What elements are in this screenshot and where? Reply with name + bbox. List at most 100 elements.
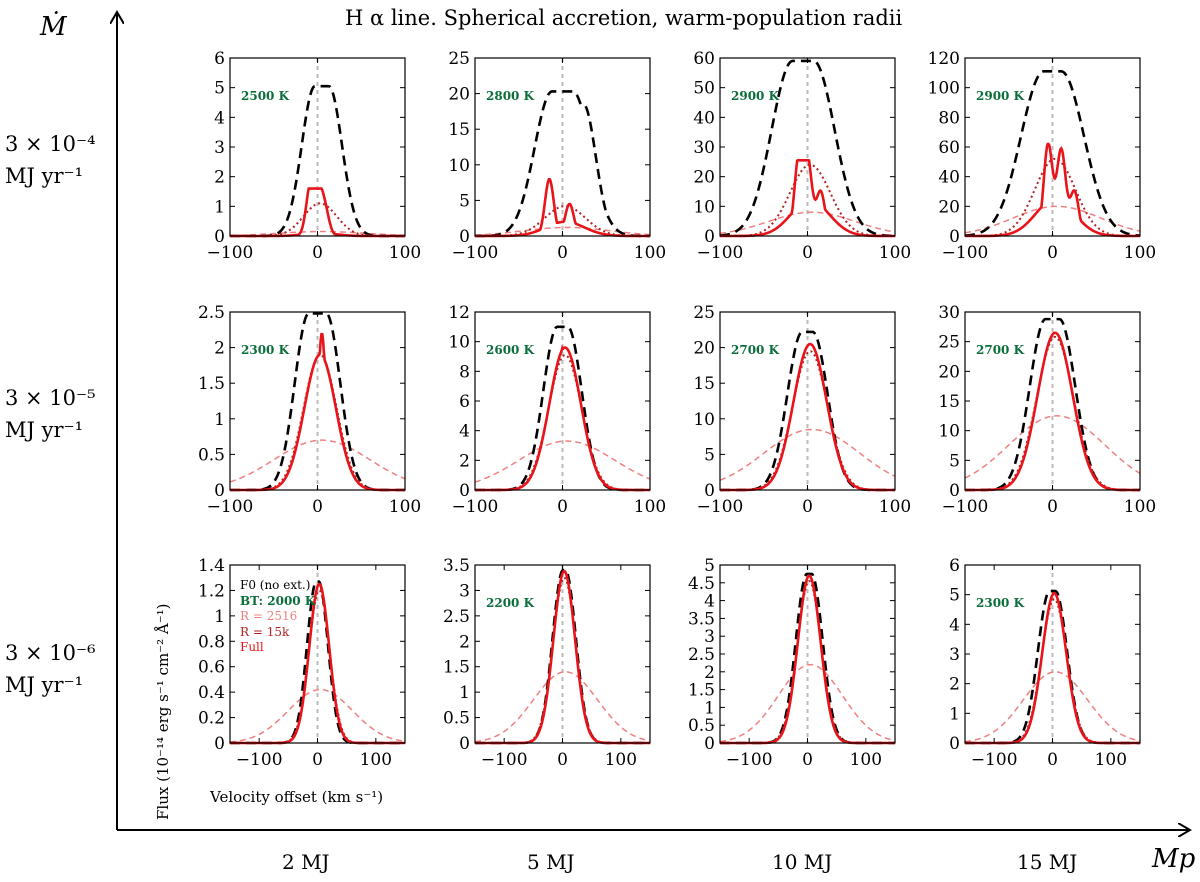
x-tick-label: −100 [726,750,773,770]
bt-temperature-label: 2300 K [241,343,290,357]
x-tick-label: 0 [557,497,568,517]
y-tick-label: 0 [459,734,470,754]
y-tick-label: 15 [693,374,715,394]
y-tick-label: 30 [693,138,715,158]
x-tick-label: 0 [312,497,323,517]
bt-temperature-label: 2300 K [976,596,1025,610]
y-tick-label: 0.2 [198,709,225,729]
y-tick-label: 1.5 [198,374,225,394]
y-tick-label: 0.5 [688,716,715,736]
y-tick-label: 10 [693,410,715,430]
y-tick-label: 0.6 [198,658,225,678]
legend-item-r15k: R = 15k [240,624,290,639]
row-label-0-unit: MJ yr⁻¹ [5,164,84,188]
row-label-2-rate: 3 × 10⁻⁶ [5,641,96,665]
y-tick-label: 40 [938,168,960,188]
series-r2516 [964,671,1141,743]
legend-item-f0: F0 (no ext.) [240,578,311,592]
y-tick-label: 3 [949,645,960,665]
bt-temperature-label: 2800 K [486,89,535,103]
x-tick-label: 100 [1095,750,1127,770]
row-label-1-unit: MJ yr⁻¹ [5,418,84,442]
y-tick-label: 0.4 [198,683,225,703]
y-tick-label: 1 [459,683,470,703]
mass-axis-label: Mp [1152,844,1196,874]
y-tick-label: 5 [704,445,715,465]
y-tick-label: 0 [949,734,960,754]
row-label-1-rate: 3 × 10⁻⁵ [5,386,96,410]
y-tick-label: 0.5 [198,445,225,465]
bt-temperature-label: 2200 K [486,596,535,610]
row-label-2-unit: MJ yr⁻¹ [5,673,84,697]
x-tick-label: 0 [312,750,323,770]
x-tick-label: 0 [1047,243,1058,263]
x-tick-label: 0 [1047,497,1058,517]
series-r15k [720,350,895,491]
y-tick-label: 5 [949,451,960,471]
x-tick-label: −100 [207,243,254,263]
x-tick-label: −100 [942,243,989,263]
y-tick-label: 25 [448,49,470,69]
y-tick-label: 2.5 [688,645,715,665]
y-tick-label: 25 [693,303,715,323]
x-tick-label: 0 [312,243,323,263]
series-r2516 [229,439,406,483]
y-tick-label: 3 [704,627,715,647]
bt-temperature-label: 2600 K [486,343,535,357]
series-r2516 [474,440,651,483]
x-tick-label: 0 [802,243,813,263]
panel-r2-c3: 0 1 2 3 4 5 6 −100 0 100 2300 K [949,556,1141,770]
panel-r2-c1: 0 0.5 1 1.5 2 2.5 3 3.5 −100 0 100 2200 K [443,556,651,770]
y-tick-label: 5 [214,79,225,99]
y-tick-label: 2 [459,451,470,471]
x-tick-label: −100 [481,750,528,770]
y-tick-label: 6 [949,556,960,576]
y-tick-label: 5 [459,191,470,211]
bt-temperature-label: 2700 K [731,343,780,357]
col-label-0: 2 MJ [282,850,330,874]
y-tick-label: 6 [459,392,470,412]
row-label-1: 3 × 10⁻⁵ MJ yr⁻¹ [5,382,96,446]
y-tick-label: 0 [949,227,960,247]
y-tick-label: 2 [214,339,225,359]
y-tick-label: 4 [704,592,715,612]
y-tick-label: 20 [693,168,715,188]
y-tick-label: 40 [693,108,715,128]
y-tick-label: 10 [448,156,470,176]
y-tick-label: 2 [459,632,470,652]
legend-item-full: Full [240,640,264,654]
y-tick-label: 1.5 [443,658,470,678]
y-tick-label: 12 [448,303,470,323]
x-axis-title: Velocity offset (km s⁻¹) [210,788,384,806]
y-tick-label: 0 [949,481,960,501]
series-r2516 [719,663,896,743]
figure-title: H α line. Spherical accretion, warm-popu… [345,6,903,30]
y-tick-label: 0.8 [198,632,225,652]
y-tick-label: 1 [214,607,225,627]
x-tick-label: −100 [207,497,254,517]
y-tick-label: 6 [214,49,225,69]
series-r2516 [229,688,406,743]
y-tick-label: 0 [214,481,225,501]
y-tick-label: 2 [704,663,715,683]
y-tick-label: 4 [949,615,960,635]
y-tick-label: 10 [693,197,715,217]
x-tick-label: −100 [452,243,499,263]
series-r2516 [229,230,406,237]
y-tick-label: 10 [938,422,960,442]
series-r2516 [964,415,1141,479]
x-tick-label: 0 [802,497,813,517]
y-tick-label: 20 [938,362,960,382]
y-tick-label: 60 [938,138,960,158]
y-tick-label: 20 [448,85,470,105]
y-tick-label: 1 [949,704,960,724]
bt-temperature-label: 2500 K [241,89,290,103]
